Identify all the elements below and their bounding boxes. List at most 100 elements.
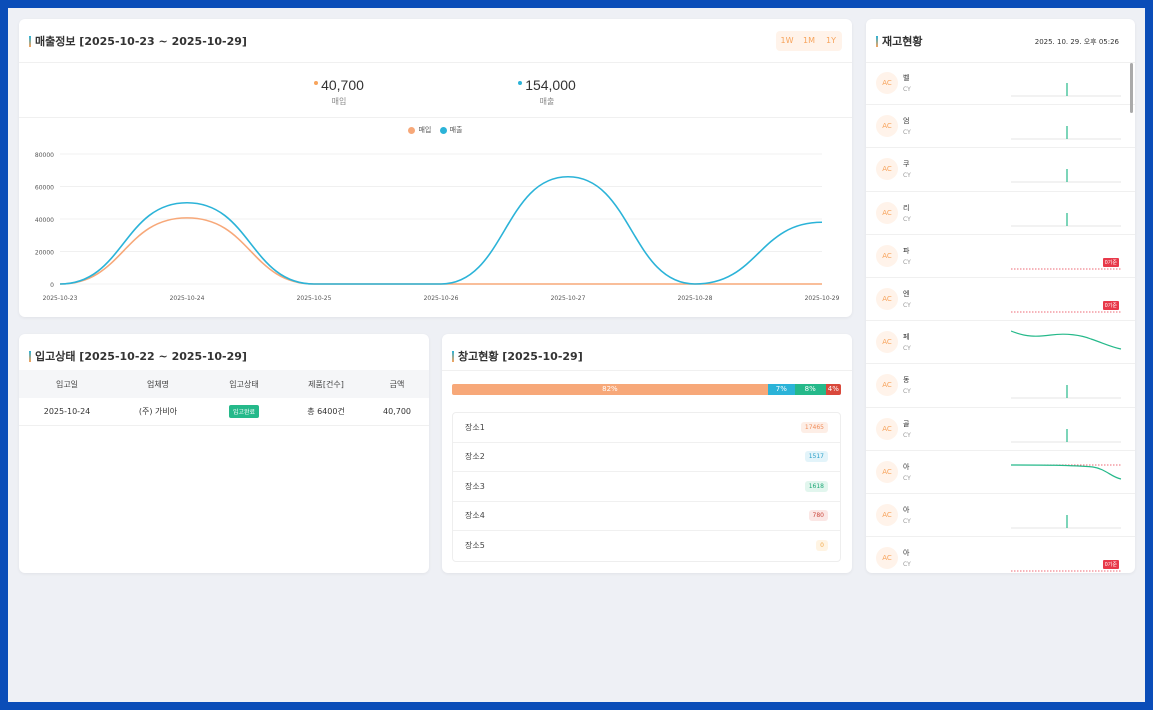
col-vendor: 업체명 <box>146 379 170 389</box>
low-stock-badge: 0기준 <box>1102 257 1119 267</box>
kpi-sales-label: 매출 <box>539 97 555 106</box>
item-code: CY <box>903 129 911 137</box>
usage-segment[interactable]: 82% <box>452 384 768 395</box>
stock-sparkline <box>1011 311 1121 313</box>
item-name: 쿠 <box>903 160 910 169</box>
item-code: CY <box>903 86 911 94</box>
inventory-row[interactable]: AC 페 CY <box>866 321 1135 365</box>
inventory-row[interactable]: AC 아 CY <box>866 494 1135 538</box>
item-name: 엄 <box>903 117 910 126</box>
inventory-scrollbar[interactable] <box>1130 63 1133 113</box>
location-name: 장소2 <box>465 452 485 462</box>
divider <box>442 370 852 371</box>
inventory-row[interactable]: AC 파 CY 0기준 <box>866 235 1135 278</box>
usage-segment[interactable]: 8% <box>794 384 826 395</box>
sales-line-chart: 0 20000 40000 60000 80000 2025-10-23 2025-10-2… <box>35 152 840 302</box>
inventory-item-text: 동 CY <box>903 375 911 395</box>
item-name: 벨 <box>903 74 910 83</box>
item-code: CY <box>903 258 911 266</box>
inventory-item-text: 파 CY <box>903 246 911 266</box>
legend-sales[interactable]: 매출 <box>439 125 463 135</box>
item-name: 아 <box>903 462 910 471</box>
location-row[interactable]: 장소2 1517 <box>453 443 840 472</box>
y-tick-label: 80000 <box>35 152 54 159</box>
range-1w-button[interactable]: 1W <box>780 36 794 45</box>
inventory-item-text: 엔 CY <box>903 289 911 309</box>
inventory-row[interactable]: AC 아 CY <box>866 451 1135 494</box>
inventory-row[interactable]: AC 동 CY <box>866 364 1135 408</box>
stock-sparkline <box>1011 212 1121 227</box>
inventory-item-text: 쿠 CY <box>903 159 911 179</box>
col-products: 제품[건수] <box>308 379 344 389</box>
avatar: AC <box>876 115 898 138</box>
receiving-table: 입고일 업체명 입고상태 제품[건수] 금액 2025-10-24 (주) 가비… <box>19 370 429 426</box>
usage-segment[interactable]: 7% <box>767 384 795 395</box>
item-code: CY <box>903 517 911 525</box>
kpi-sales-value: 154,000 <box>525 77 576 93</box>
item-code: CY <box>903 172 911 180</box>
location-row[interactable]: 장소1 17465 <box>453 413 840 443</box>
location-row[interactable]: 장소5 0 <box>453 531 840 561</box>
usage-segment[interactable]: 4% <box>825 384 841 395</box>
inventory-row[interactable]: AC 벨 CY <box>866 62 1135 106</box>
x-tick-label: 2025-10-28 <box>678 295 713 302</box>
inventory-row[interactable]: AC 아 CY 0기준 <box>866 537 1135 573</box>
inventory-row[interactable]: AC 엄 CY <box>866 105 1135 149</box>
item-code: CY <box>903 215 911 223</box>
inventory-row[interactable]: AC 쿠 CY <box>866 148 1135 192</box>
receiving-title-text: 입고상태 [2025-10-22 ~ 2025-10-29] <box>35 350 247 363</box>
row-products: 총 6400건 <box>307 407 345 416</box>
status-badge: 입고완료 <box>228 405 260 418</box>
inventory-list: AC 벨 CY AC 엄 CY AC 쿠 CY AC 리 CY AC 파 CY 0기준 AC 엔 CY 0기준 AC 페 C… <box>866 62 1135 573</box>
inventory-row[interactable]: AC 리 CY <box>866 192 1135 235</box>
inventory-item-text: 아 CY <box>903 505 911 525</box>
location-row[interactable]: 장소3 1618 <box>453 472 840 502</box>
sales-dot <box>518 81 523 85</box>
avatar: AC <box>876 201 898 224</box>
stock-sparkline <box>1011 464 1122 480</box>
chart-legend: 매입 매출 <box>19 125 852 135</box>
legend-purchase-label: 매입 <box>418 126 432 134</box>
row-status: 입고완료 <box>201 405 287 418</box>
warehouse-title: 창고현황 [2025-10-29] <box>452 348 583 364</box>
x-tick-label: 2025-10-25 <box>297 295 332 302</box>
stock-sparkline <box>1011 570 1121 572</box>
row-date: 2025-10-24 <box>43 407 91 416</box>
inventory-date: 2025. 10. 29. 오후 05:26 <box>1034 38 1119 46</box>
legend-purchase[interactable]: 매입 <box>408 125 431 135</box>
avatar: AC <box>876 244 898 267</box>
item-code: CY <box>903 302 911 310</box>
series-line-sales[interactable] <box>59 175 823 285</box>
location-name: 장소5 <box>465 541 485 551</box>
location-count-badge: 0 <box>816 540 828 552</box>
location-count-badge: 17465 <box>800 421 828 433</box>
kpi-purchase-value: 40,700 <box>321 77 364 93</box>
inventory-row[interactable]: AC 엔 CY 0기준 <box>866 278 1135 322</box>
inventory-row[interactable]: AC 골 CY <box>866 408 1135 451</box>
x-tick-label: 2025-10-24 <box>170 295 205 302</box>
location-row[interactable]: 장소4 780 <box>453 502 840 531</box>
series-line-purchase[interactable] <box>59 217 822 285</box>
item-code: CY <box>903 431 911 439</box>
row-amount: 40,700 <box>383 407 411 416</box>
warehouse-title-text: 창고현황 [2025-10-29] <box>458 350 583 363</box>
divider <box>19 117 852 118</box>
col-amount: 금액 <box>389 379 405 389</box>
item-name: 리 <box>903 203 910 212</box>
stock-sparkline <box>1011 385 1121 399</box>
range-1y-button[interactable]: 1Y <box>826 36 836 45</box>
avatar: AC <box>876 374 898 397</box>
range-1m-button[interactable]: 1M <box>803 36 815 45</box>
legend-sales-label: 매출 <box>449 126 463 134</box>
y-tick-label: 20000 <box>35 250 54 257</box>
stock-sparkline <box>1011 126 1121 140</box>
inventory-card: 재고현황 2025. 10. 29. 오후 05:26 AC 벨 CY AC 엄 CY AC… <box>866 19 1135 573</box>
y-tick-label: 40000 <box>35 217 54 224</box>
inventory-item-text: 아 CY <box>903 548 911 568</box>
legend-dot <box>439 126 447 134</box>
sales-title-text: 매출정보 [2025-10-23 ~ 2025-10-29] <box>35 35 247 48</box>
table-row[interactable]: 2025-10-24 (주) 가비아 입고완료 총 6400건 40,700 <box>19 398 429 426</box>
dashboard: 매출정보 [2025-10-23 ~ 2025-10-29] 1W 1M 1Y … <box>8 8 1145 702</box>
location-name: 장소1 <box>465 422 485 432</box>
location-list: 장소1 17465 장소2 1517 장소3 1618 장소4 780 장소5 0 <box>452 412 841 562</box>
